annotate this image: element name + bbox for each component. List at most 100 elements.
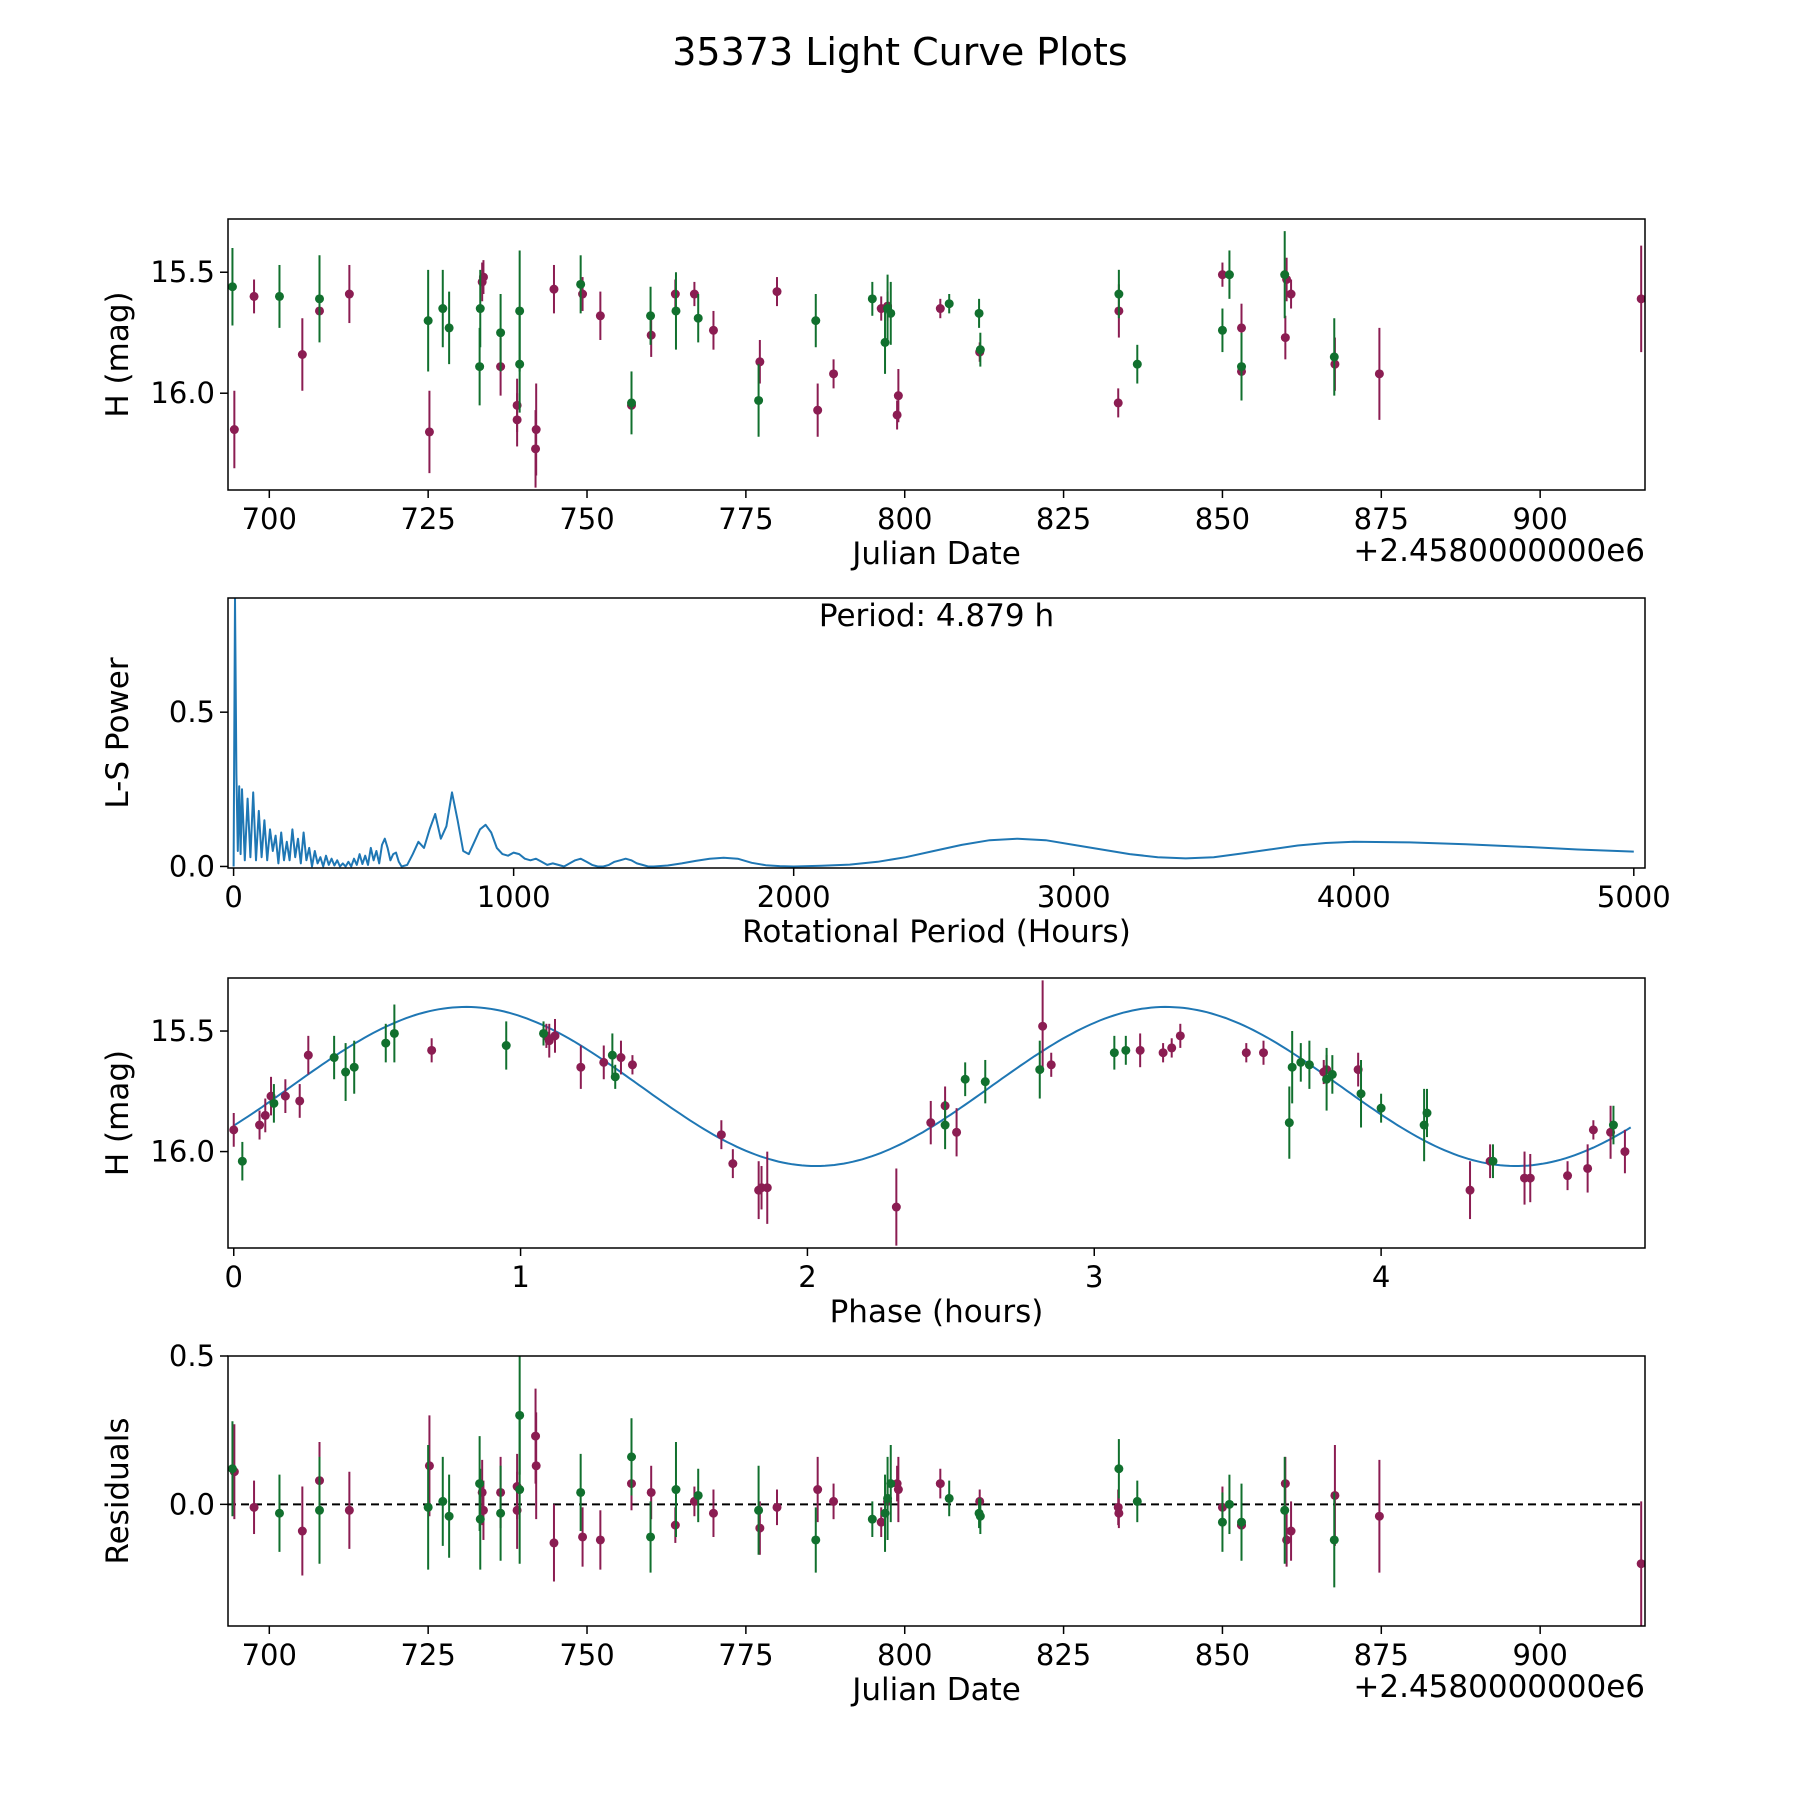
y-axis-label: H (mag) — [100, 291, 136, 417]
sinusoid-fit-line — [233, 1005, 1632, 1167]
x-tick-label: 700 — [242, 502, 297, 536]
x-tick-label: 800 — [877, 502, 932, 536]
x-axis-label: Julian Date — [850, 1672, 1021, 1708]
data-point — [599, 1057, 609, 1067]
data-point — [501, 1041, 511, 1050]
data-point — [228, 1464, 237, 1474]
data-point — [893, 1485, 903, 1495]
data-point — [576, 279, 586, 289]
data-point — [1121, 1045, 1131, 1055]
axes-frame — [227, 1355, 1646, 1627]
data-point — [1280, 333, 1290, 343]
x-axis-label: Phase (hours) — [830, 1294, 1044, 1330]
data-point — [944, 1493, 954, 1503]
data-point — [539, 1028, 549, 1038]
x-tick-label: 3 — [1085, 1260, 1103, 1294]
data-point — [867, 1514, 877, 1524]
y-tick-label: 0.5 — [169, 1339, 215, 1373]
x-tick-label: 2000 — [757, 880, 831, 914]
x-tick-label: 4 — [1372, 1260, 1390, 1294]
y-tick-label: 15.5 — [150, 255, 215, 289]
data-point — [255, 1120, 265, 1130]
data-point — [1304, 1060, 1314, 1070]
data-point — [1113, 398, 1123, 408]
data-point — [893, 391, 903, 401]
data-point — [1525, 1173, 1535, 1183]
data-point — [578, 289, 588, 299]
data-point — [1217, 270, 1227, 280]
data-point — [315, 294, 325, 304]
data-point — [754, 395, 764, 405]
data-point — [550, 1031, 560, 1041]
data-point — [829, 1496, 839, 1506]
data-point — [1286, 289, 1296, 299]
data-point — [1132, 1496, 1142, 1506]
data-point — [716, 1130, 726, 1140]
data-point — [891, 1202, 901, 1212]
data-point — [1374, 1511, 1384, 1521]
axes-frame — [227, 597, 1646, 869]
data-point — [886, 1479, 896, 1489]
data-point — [1296, 1057, 1306, 1067]
x-tick-label: 850 — [1195, 1638, 1250, 1672]
data-point — [280, 1091, 290, 1101]
data-point — [1035, 1065, 1045, 1075]
phase-folded-panel: 0 1 2 3 4 15.5 16.0 Phase (hours) H (mag) — [100, 977, 1646, 1330]
data-point — [576, 1487, 586, 1497]
data-point — [297, 350, 307, 359]
x-tick-label: 875 — [1354, 1638, 1409, 1672]
data-point — [229, 1125, 239, 1135]
data-point — [755, 357, 765, 367]
data-point — [689, 289, 699, 299]
x-tick-label: 5000 — [1597, 880, 1671, 914]
data-point — [960, 1074, 970, 1084]
data-point — [438, 304, 448, 314]
data-point — [626, 398, 636, 408]
y-tick-label: 0.5 — [169, 695, 215, 729]
data-point — [627, 1060, 637, 1070]
x-tick-label: 825 — [1036, 502, 1091, 536]
data-point — [1563, 1171, 1573, 1181]
data-point — [475, 1514, 485, 1524]
data-point — [274, 1508, 284, 1518]
x-axis-label: Julian Date — [850, 536, 1021, 572]
data-point — [1465, 1185, 1475, 1195]
x-tick-label: 775 — [718, 502, 773, 536]
data-point — [1132, 359, 1142, 369]
x-tick-label: 900 — [1512, 1638, 1567, 1672]
data-point — [595, 1535, 605, 1545]
data-point — [389, 1028, 399, 1038]
data-point — [1237, 362, 1247, 372]
data-point — [1374, 369, 1384, 379]
data-point — [427, 1045, 437, 1055]
periodogram-panel: 0 1000 2000 3000 4000 5000 0.0 0.5 Rotational Pe… — [100, 597, 1671, 950]
periodogram-line — [232, 598, 1634, 868]
data-point — [1135, 1045, 1145, 1055]
data-point — [423, 316, 433, 326]
data-point — [344, 289, 354, 299]
data-point — [772, 1502, 782, 1512]
data-point — [303, 1050, 313, 1060]
data-point — [1280, 1505, 1290, 1515]
plot-area — [229, 980, 1632, 1246]
data-point — [531, 1461, 541, 1471]
x-offset-label: +2.4580000000e6 — [1353, 1669, 1645, 1705]
data-point — [1583, 1163, 1593, 1173]
data-point — [381, 1038, 391, 1048]
y-tick-label: 0.0 — [169, 849, 215, 883]
data-point — [1259, 1048, 1268, 1058]
data-point — [438, 1496, 448, 1506]
x-tick-label: 875 — [1354, 502, 1409, 536]
data-point — [935, 1479, 945, 1489]
x-tick-label: 900 — [1512, 502, 1567, 536]
y-tick-label: 15.5 — [150, 1014, 215, 1048]
data-point — [1286, 1526, 1296, 1536]
x-tick-label: 725 — [400, 1638, 455, 1672]
data-point — [1608, 1120, 1618, 1130]
data-point — [228, 282, 237, 292]
plot-area — [232, 598, 1634, 868]
data-point — [1588, 1125, 1598, 1135]
figure-title: 35373 Light Curve Plots — [672, 30, 1127, 74]
data-point — [1237, 1517, 1247, 1527]
data-point — [1287, 1062, 1297, 1072]
